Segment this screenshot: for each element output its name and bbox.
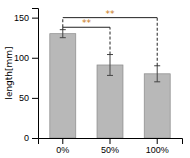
bar <box>50 34 76 138</box>
x-tick: 50% <box>101 138 119 155</box>
plot: 0 50 100 150 0% 50% 100% <box>14 9 183 156</box>
x-tick-mark <box>110 138 111 144</box>
error-bar-stem <box>157 66 158 82</box>
error-bar-cap <box>154 81 160 82</box>
y-tick: 50 <box>19 93 38 103</box>
y-axis-line <box>32 9 39 139</box>
marks <box>50 18 170 138</box>
y-tick-mark <box>32 138 38 139</box>
x-axis-line <box>39 139 183 145</box>
y-tick-mark <box>32 58 38 59</box>
y-axis-title: length[mm] <box>4 46 14 99</box>
x-tick-label: 100% <box>146 145 169 155</box>
bracket <box>63 18 157 66</box>
x-tick-mark <box>62 138 63 144</box>
y-tick-label: 50 <box>19 93 29 103</box>
y-tick: 100 <box>14 53 38 63</box>
annotations: ** ** <box>82 9 115 29</box>
bracket-drop <box>62 18 63 28</box>
x-tick-label: 50% <box>101 145 119 155</box>
x-tick-mark <box>157 138 158 144</box>
x-tick: 100% <box>146 138 169 155</box>
bar <box>97 65 123 138</box>
bracket-drop <box>110 27 111 54</box>
error-bar-cap <box>107 75 113 76</box>
y-tick-mark <box>32 98 38 99</box>
significance-label: ** <box>82 18 92 28</box>
y-axis: 0 50 100 150 <box>14 9 39 144</box>
x-axis: 0% 50% 100% <box>39 138 183 155</box>
error-bar-stem <box>62 30 63 38</box>
error-bar <box>60 30 66 38</box>
x-tick-label: 0% <box>56 145 69 155</box>
y-tick: 150 <box>14 13 38 23</box>
error-bar <box>154 66 160 82</box>
bracket <box>63 27 110 54</box>
chart: 0 50 100 150 0% 50% 100% length[mm] ** ** <box>0 0 190 158</box>
y-tick: 0 <box>24 133 38 143</box>
y-tick-label: 100 <box>14 53 29 63</box>
significance-label: ** <box>106 9 116 19</box>
error-bar <box>107 55 113 76</box>
y-tick-mark <box>32 18 38 19</box>
bracket-drop <box>157 18 158 66</box>
y-tick-label: 150 <box>14 13 29 23</box>
x-tick: 0% <box>56 138 69 155</box>
y-tick-label: 0 <box>24 133 29 143</box>
bar <box>144 74 170 138</box>
error-bar-cap <box>60 37 66 38</box>
error-bar-stem <box>110 55 111 76</box>
